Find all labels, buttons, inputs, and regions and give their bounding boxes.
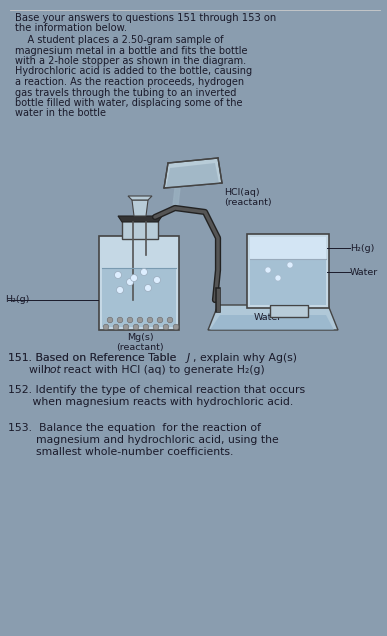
Text: , explain why Ag(s): , explain why Ag(s) <box>193 353 297 363</box>
Text: (reactant): (reactant) <box>116 343 164 352</box>
Text: a reaction. As the reaction proceeds, hydrogen: a reaction. As the reaction proceeds, hy… <box>15 77 244 87</box>
FancyBboxPatch shape <box>247 234 329 308</box>
Circle shape <box>143 324 149 330</box>
Circle shape <box>140 268 147 275</box>
Circle shape <box>127 317 133 323</box>
Text: Water: Water <box>254 313 282 322</box>
Polygon shape <box>164 158 222 188</box>
Polygon shape <box>173 188 180 205</box>
Circle shape <box>157 317 163 323</box>
Polygon shape <box>118 216 162 222</box>
FancyBboxPatch shape <box>270 305 308 317</box>
Text: water in the bottle: water in the bottle <box>15 109 106 118</box>
Polygon shape <box>208 305 338 330</box>
Text: will: will <box>8 365 50 375</box>
Text: J: J <box>187 353 190 363</box>
Text: when magnesium reacts with hydrochloric acid.: when magnesium reacts with hydrochloric … <box>8 397 293 407</box>
Text: (reactant): (reactant) <box>224 198 272 207</box>
Text: gas travels through the tubing to an inverted: gas travels through the tubing to an inv… <box>15 88 236 97</box>
FancyBboxPatch shape <box>99 236 179 330</box>
Text: smallest whole-number coefficients.: smallest whole-number coefficients. <box>8 447 233 457</box>
Circle shape <box>137 317 143 323</box>
Text: H₂(g): H₂(g) <box>350 244 374 253</box>
Circle shape <box>107 317 113 323</box>
Text: A student places a 2.50-gram sample of: A student places a 2.50-gram sample of <box>15 35 224 45</box>
Circle shape <box>167 317 173 323</box>
Text: Hydrochloric acid is added to the bottle, causing: Hydrochloric acid is added to the bottle… <box>15 67 252 76</box>
Text: magnesium metal in a bottle and fits the bottle: magnesium metal in a bottle and fits the… <box>15 46 248 55</box>
Circle shape <box>130 275 137 282</box>
Circle shape <box>173 324 179 330</box>
FancyBboxPatch shape <box>122 218 158 238</box>
Circle shape <box>103 324 109 330</box>
Circle shape <box>144 284 151 291</box>
FancyBboxPatch shape <box>102 268 176 327</box>
Circle shape <box>113 324 119 330</box>
Circle shape <box>153 324 159 330</box>
Circle shape <box>287 262 293 268</box>
Text: magnesium and hydrochloric acid, using the: magnesium and hydrochloric acid, using t… <box>8 435 279 445</box>
Text: not: not <box>44 365 62 375</box>
Circle shape <box>275 275 281 281</box>
Circle shape <box>127 279 134 286</box>
Circle shape <box>123 324 129 330</box>
Circle shape <box>116 286 123 293</box>
FancyBboxPatch shape <box>250 259 326 305</box>
Text: 151. Based on Reference Table: 151. Based on Reference Table <box>8 353 182 363</box>
Polygon shape <box>132 200 148 216</box>
Text: Base your answers to questions 151 through 153 on: Base your answers to questions 151 throu… <box>15 13 276 23</box>
Text: with a 2-hole stopper as shown in the diagram.: with a 2-hole stopper as shown in the di… <box>15 56 246 66</box>
Polygon shape <box>128 196 152 200</box>
Text: bottle filled with water, displacing some of the: bottle filled with water, displacing som… <box>15 98 243 108</box>
Circle shape <box>147 317 153 323</box>
Polygon shape <box>210 315 334 330</box>
Text: 151. Based on Reference Table: 151. Based on Reference Table <box>8 353 180 363</box>
FancyBboxPatch shape <box>250 237 326 259</box>
Text: 151. Based on Reference Table: 151. Based on Reference Table <box>8 353 180 363</box>
Text: 152. Identify the type of chemical reaction that occurs: 152. Identify the type of chemical react… <box>8 385 305 395</box>
Circle shape <box>265 267 271 273</box>
Text: HCl(aq): HCl(aq) <box>224 188 260 197</box>
Circle shape <box>163 324 169 330</box>
Text: Water: Water <box>350 268 378 277</box>
Circle shape <box>133 324 139 330</box>
Text: react with HCl (aq) to generate H₂(g): react with HCl (aq) to generate H₂(g) <box>60 365 265 375</box>
Circle shape <box>115 272 122 279</box>
Polygon shape <box>166 163 219 188</box>
Text: 153.  Balance the equation  for the reaction of: 153. Balance the equation for the reacti… <box>8 423 261 433</box>
Circle shape <box>117 317 123 323</box>
Text: the information below.: the information below. <box>15 23 127 33</box>
Circle shape <box>154 277 161 284</box>
Text: H₂(g): H₂(g) <box>5 295 29 304</box>
Text: Mg(s): Mg(s) <box>127 333 153 342</box>
